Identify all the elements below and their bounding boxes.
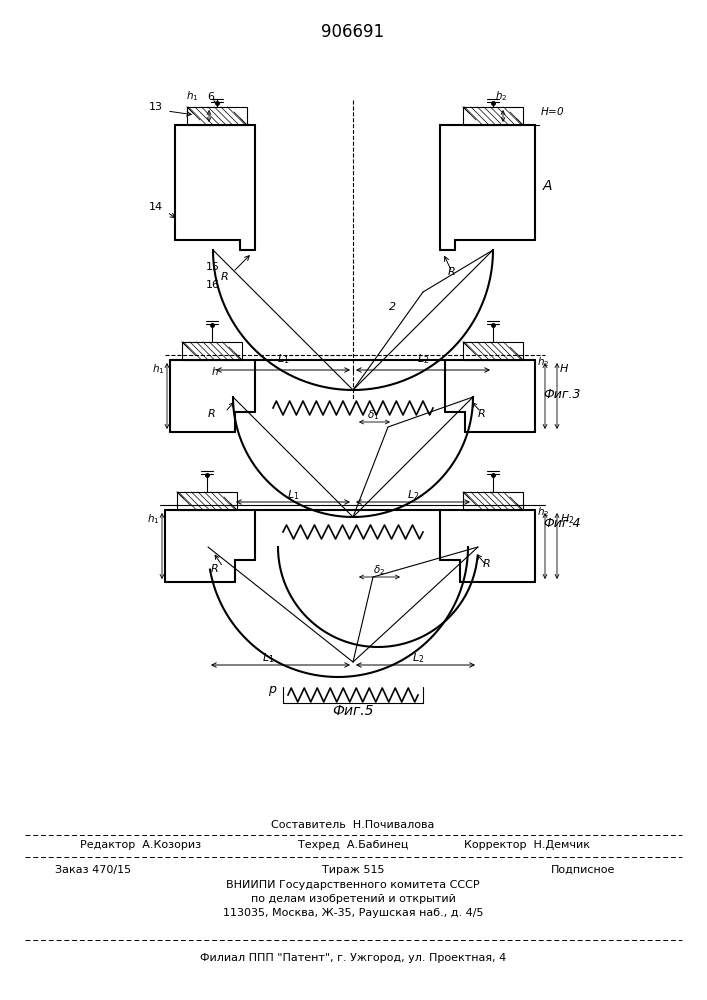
- Text: h: h: [211, 367, 218, 377]
- Text: 6: 6: [207, 92, 214, 102]
- Text: A: A: [543, 179, 552, 193]
- Text: $h_1$: $h_1$: [148, 512, 160, 526]
- Text: Подписное: Подписное: [551, 865, 615, 875]
- Text: $L_2$: $L_2$: [407, 488, 419, 502]
- Text: $H_2$: $H_2$: [560, 512, 575, 526]
- Bar: [177, 492, 237, 510]
- Text: $L_2$: $L_2$: [417, 352, 429, 366]
- Text: $\delta_2$: $\delta_2$: [373, 563, 385, 577]
- Text: Фиг.3: Фиг.3: [543, 388, 580, 401]
- Bar: [187, 107, 247, 125]
- Text: Составитель  Н.Почивалова: Составитель Н.Почивалова: [271, 820, 435, 830]
- Text: $h_2$: $h_2$: [537, 505, 549, 519]
- Text: 14: 14: [149, 202, 163, 212]
- Text: 13: 13: [149, 102, 163, 112]
- Text: $H$=0: $H$=0: [540, 105, 565, 117]
- Text: R: R: [221, 272, 229, 282]
- Text: по делам изобретений и открытий: по делам изобретений и открытий: [250, 894, 455, 904]
- Text: $h_1$: $h_1$: [153, 362, 165, 376]
- Text: 113035, Москва, Ж-35, Раушская наб., д. 4/5: 113035, Москва, Ж-35, Раушская наб., д. …: [223, 908, 484, 918]
- Text: R: R: [483, 559, 491, 569]
- Bar: [463, 342, 523, 360]
- Text: p: p: [268, 683, 276, 696]
- Text: 15: 15: [206, 262, 220, 272]
- Text: $L_2$: $L_2$: [412, 651, 424, 665]
- Text: $h_1$: $h_1$: [187, 89, 199, 103]
- Text: Тираж 515: Тираж 515: [322, 865, 384, 875]
- Text: $L_1$: $L_1$: [287, 488, 299, 502]
- Text: 906691: 906691: [322, 23, 385, 41]
- Text: $L_1$: $L_1$: [276, 352, 289, 366]
- Text: R: R: [478, 409, 486, 419]
- Text: Фиг.4: Фиг.4: [543, 517, 580, 530]
- Bar: [463, 492, 523, 510]
- Text: $\delta_1$: $\delta_1$: [367, 408, 379, 422]
- Text: Заказ 470/15: Заказ 470/15: [55, 865, 131, 875]
- Text: Филиал ППП "Патент", г. Ужгород, ул. Проектная, 4: Филиал ППП "Патент", г. Ужгород, ул. Про…: [200, 953, 506, 963]
- Text: Техред  А.Бабинец: Техред А.Бабинец: [298, 840, 408, 850]
- Text: $h_2$: $h_2$: [495, 89, 508, 103]
- Text: R: R: [448, 267, 456, 277]
- Text: $L_1$: $L_1$: [262, 651, 274, 665]
- Text: H: H: [560, 364, 568, 374]
- Bar: [463, 107, 523, 125]
- Bar: [182, 342, 242, 360]
- Text: R: R: [207, 409, 215, 419]
- Text: 16: 16: [206, 280, 220, 290]
- Text: 2: 2: [390, 302, 397, 312]
- Text: ВНИИПИ Государственного комитета СССР: ВНИИПИ Государственного комитета СССР: [226, 880, 480, 890]
- Text: $h_2$: $h_2$: [537, 355, 549, 369]
- Text: Фиг.5: Фиг.5: [332, 704, 374, 718]
- Text: R: R: [210, 564, 218, 574]
- Text: Корректор  Н.Демчик: Корректор Н.Демчик: [464, 840, 590, 850]
- Text: Редактор  А.Козориз: Редактор А.Козориз: [80, 840, 201, 850]
